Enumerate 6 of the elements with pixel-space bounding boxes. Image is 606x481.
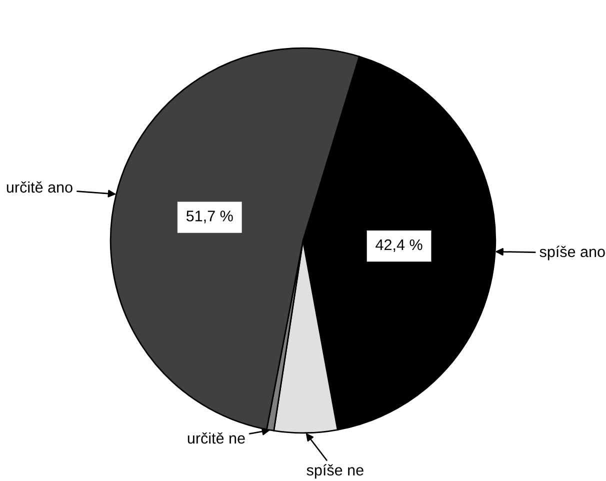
slice-label: spíše ano [540, 246, 605, 260]
slice-label: určitě ne [188, 432, 245, 444]
slice-label: spíše ne [306, 464, 364, 479]
data-label: 42,4 % [376, 239, 422, 252]
data-label: 51,7 % [186, 210, 233, 224]
slice-label: určitě ano [6, 181, 72, 193]
